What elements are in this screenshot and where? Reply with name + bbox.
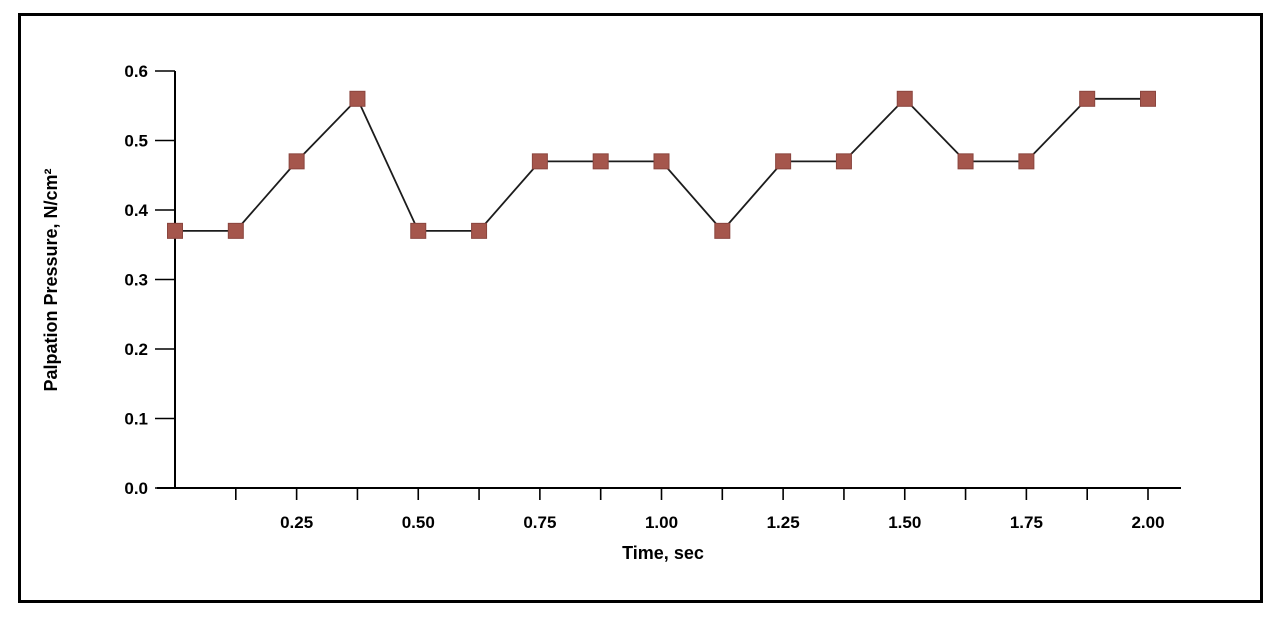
data-point-marker (167, 222, 183, 239)
data-point-marker (1140, 90, 1156, 107)
x-tick-label: 1.75 (1010, 513, 1043, 532)
y-tick-label: 0.1 (124, 410, 148, 429)
figure-frame (18, 13, 1263, 603)
data-point-marker (410, 222, 427, 239)
y-tick-label: 0.4 (124, 201, 148, 220)
data-point-marker (896, 90, 913, 107)
data-point-marker (227, 222, 244, 239)
data-point-marker (349, 90, 366, 107)
data-point-marker (531, 153, 548, 170)
y-tick-label: 0.3 (124, 271, 148, 290)
data-point-marker (1079, 90, 1096, 107)
data-point-marker (835, 153, 852, 170)
data-point-marker (957, 153, 974, 170)
data-point-marker (1018, 153, 1035, 170)
x-tick-label: 0.75 (523, 513, 556, 532)
data-point-marker (775, 153, 792, 170)
y-tick-label: 0.5 (124, 132, 148, 151)
x-tick-label: 1.00 (645, 513, 678, 532)
x-tick-label: 2.00 (1131, 513, 1164, 532)
data-point-marker (714, 222, 731, 239)
y-tick-label: 0.6 (124, 62, 148, 81)
data-point-marker (288, 153, 305, 170)
y-tick-label: 0.2 (124, 340, 148, 359)
data-point-marker (471, 222, 488, 239)
y-tick-label: 0.0 (124, 479, 148, 498)
x-tick-label: 0.50 (402, 513, 435, 532)
x-tick-label: 1.50 (888, 513, 921, 532)
x-tick-label: 1.25 (767, 513, 800, 532)
data-point-marker (592, 153, 609, 170)
y-axis-title: Palpation Pressure, N/cm² (41, 168, 61, 391)
data-point-marker (653, 153, 670, 170)
x-axis-title: Time, sec (622, 543, 704, 563)
x-tick-label: 0.25 (280, 513, 313, 532)
